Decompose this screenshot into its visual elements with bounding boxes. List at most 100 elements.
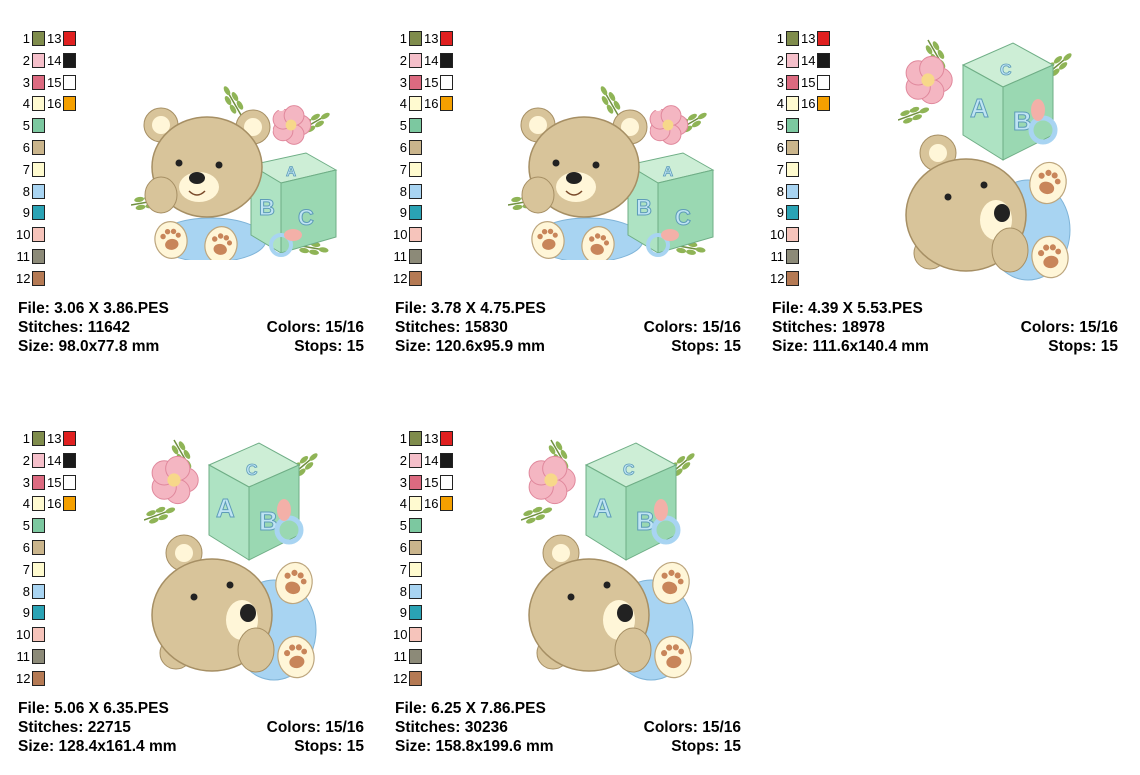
color-swatch: [32, 31, 45, 46]
file-name: File: 6.25 X 7.86.PES: [395, 700, 546, 717]
color-swatch: [32, 452, 45, 468]
palette-row: 6: [770, 139, 850, 157]
color-number: 5: [399, 518, 407, 534]
palette-row: 6: [16, 139, 96, 157]
color-number: 2: [22, 452, 30, 468]
palette-row: 6: [16, 539, 96, 557]
color-swatch: [440, 452, 453, 468]
design-card: 1 13 2 14 3 15 4 16 5 6 7 8 9 10 11 12: [770, 30, 1120, 375]
color-number: 11: [16, 249, 31, 264]
color-swatch: [32, 670, 45, 686]
palette-row: 6: [393, 539, 473, 557]
color-number: 1: [399, 431, 407, 446]
svg-text:C: C: [675, 205, 691, 230]
color-number: 9: [399, 205, 407, 221]
color-swatch: [32, 431, 45, 446]
color-swatch: [817, 74, 830, 90]
color-swatch: [32, 74, 45, 90]
palette-row: 2 14: [16, 52, 96, 70]
svg-text:B: B: [636, 195, 652, 220]
color-number: 12: [770, 270, 785, 286]
color-number: 14: [47, 452, 62, 468]
stitch-count: Stitches: 22715: [18, 719, 131, 736]
color-swatch: [32, 96, 45, 112]
palette-row: 2 14: [393, 52, 473, 70]
color-number: 1: [776, 31, 784, 46]
design-size: Size: 111.6x140.4 mm: [772, 338, 929, 355]
color-number: 6: [776, 140, 784, 155]
color-swatch: [63, 452, 76, 468]
color-swatch: [440, 431, 453, 446]
stitch-count: Stitches: 11642: [18, 319, 131, 336]
color-swatch: [409, 270, 422, 286]
color-swatch: [440, 496, 453, 512]
color-swatch: [786, 140, 799, 155]
color-number: 12: [393, 670, 408, 686]
color-swatch: [786, 183, 799, 199]
color-swatch: [409, 518, 422, 534]
color-swatch: [409, 249, 422, 264]
color-swatch: [32, 205, 45, 221]
palette-row: 4 16: [393, 95, 473, 113]
color-swatch: [440, 74, 453, 90]
color-number: 8: [22, 583, 30, 599]
design-size: Size: 158.8x199.6 mm: [395, 738, 554, 755]
color-swatch: [32, 140, 45, 155]
color-number: 11: [770, 249, 785, 264]
color-swatch: [440, 474, 453, 490]
color-number: 14: [47, 52, 62, 68]
palette-row: 10: [770, 226, 850, 244]
color-number: 8: [399, 583, 407, 599]
color-count: Colors: 15/16: [643, 319, 741, 336]
color-number: 4: [22, 496, 30, 512]
color-swatch: [32, 52, 45, 68]
color-number: 5: [22, 118, 30, 134]
color-number: 6: [399, 140, 407, 155]
palette-row: 7: [393, 161, 473, 179]
color-swatch: [63, 31, 76, 46]
palette-row: 9: [393, 204, 473, 222]
palette-row: 3 15: [393, 74, 473, 92]
palette-row: 5: [16, 517, 96, 535]
color-number: 10: [393, 627, 408, 643]
color-swatch: [63, 52, 76, 68]
stop-count: Stops: 15: [671, 738, 741, 755]
color-swatch: [409, 540, 422, 555]
color-swatch: [32, 249, 45, 264]
color-swatch: [409, 605, 422, 621]
color-number: 16: [424, 96, 439, 112]
color-number: 9: [399, 605, 407, 621]
color-swatch: [409, 583, 422, 599]
color-swatch: [786, 205, 799, 221]
color-number: 3: [399, 474, 407, 490]
palette-row: 2 14: [770, 52, 850, 70]
svg-text:A: A: [216, 493, 235, 523]
design-card: 1 13 2 14 3 15 4 16 5 6 7 8 9 10 11 12: [393, 30, 743, 375]
color-number: 11: [393, 249, 408, 264]
color-swatch: [409, 496, 422, 512]
color-swatch: [63, 496, 76, 512]
color-swatch: [63, 431, 76, 446]
color-number: 1: [399, 31, 407, 46]
stop-count: Stops: 15: [294, 338, 364, 355]
color-number: 10: [770, 227, 785, 243]
palette-row: 5: [393, 517, 473, 535]
color-swatch: [786, 96, 799, 112]
color-swatch: [409, 670, 422, 686]
color-swatch: [409, 118, 422, 134]
file-name: File: 3.78 X 4.75.PES: [395, 300, 546, 317]
bear-embroidery-design: B C A: [130, 75, 356, 265]
palette-row: 2 14: [393, 452, 473, 470]
bear-artwork: B C A: [507, 86, 715, 264]
color-number: 2: [399, 452, 407, 468]
palette-row: 8: [16, 183, 96, 201]
color-number: 6: [22, 540, 30, 555]
color-swatch: [32, 540, 45, 555]
color-swatch: [409, 561, 422, 577]
svg-text:B: B: [259, 506, 278, 536]
svg-text:B: B: [1013, 106, 1032, 136]
color-number: 9: [22, 605, 30, 621]
color-number: 7: [22, 161, 30, 177]
color-number: 7: [22, 561, 30, 577]
palette-row: 8: [393, 583, 473, 601]
